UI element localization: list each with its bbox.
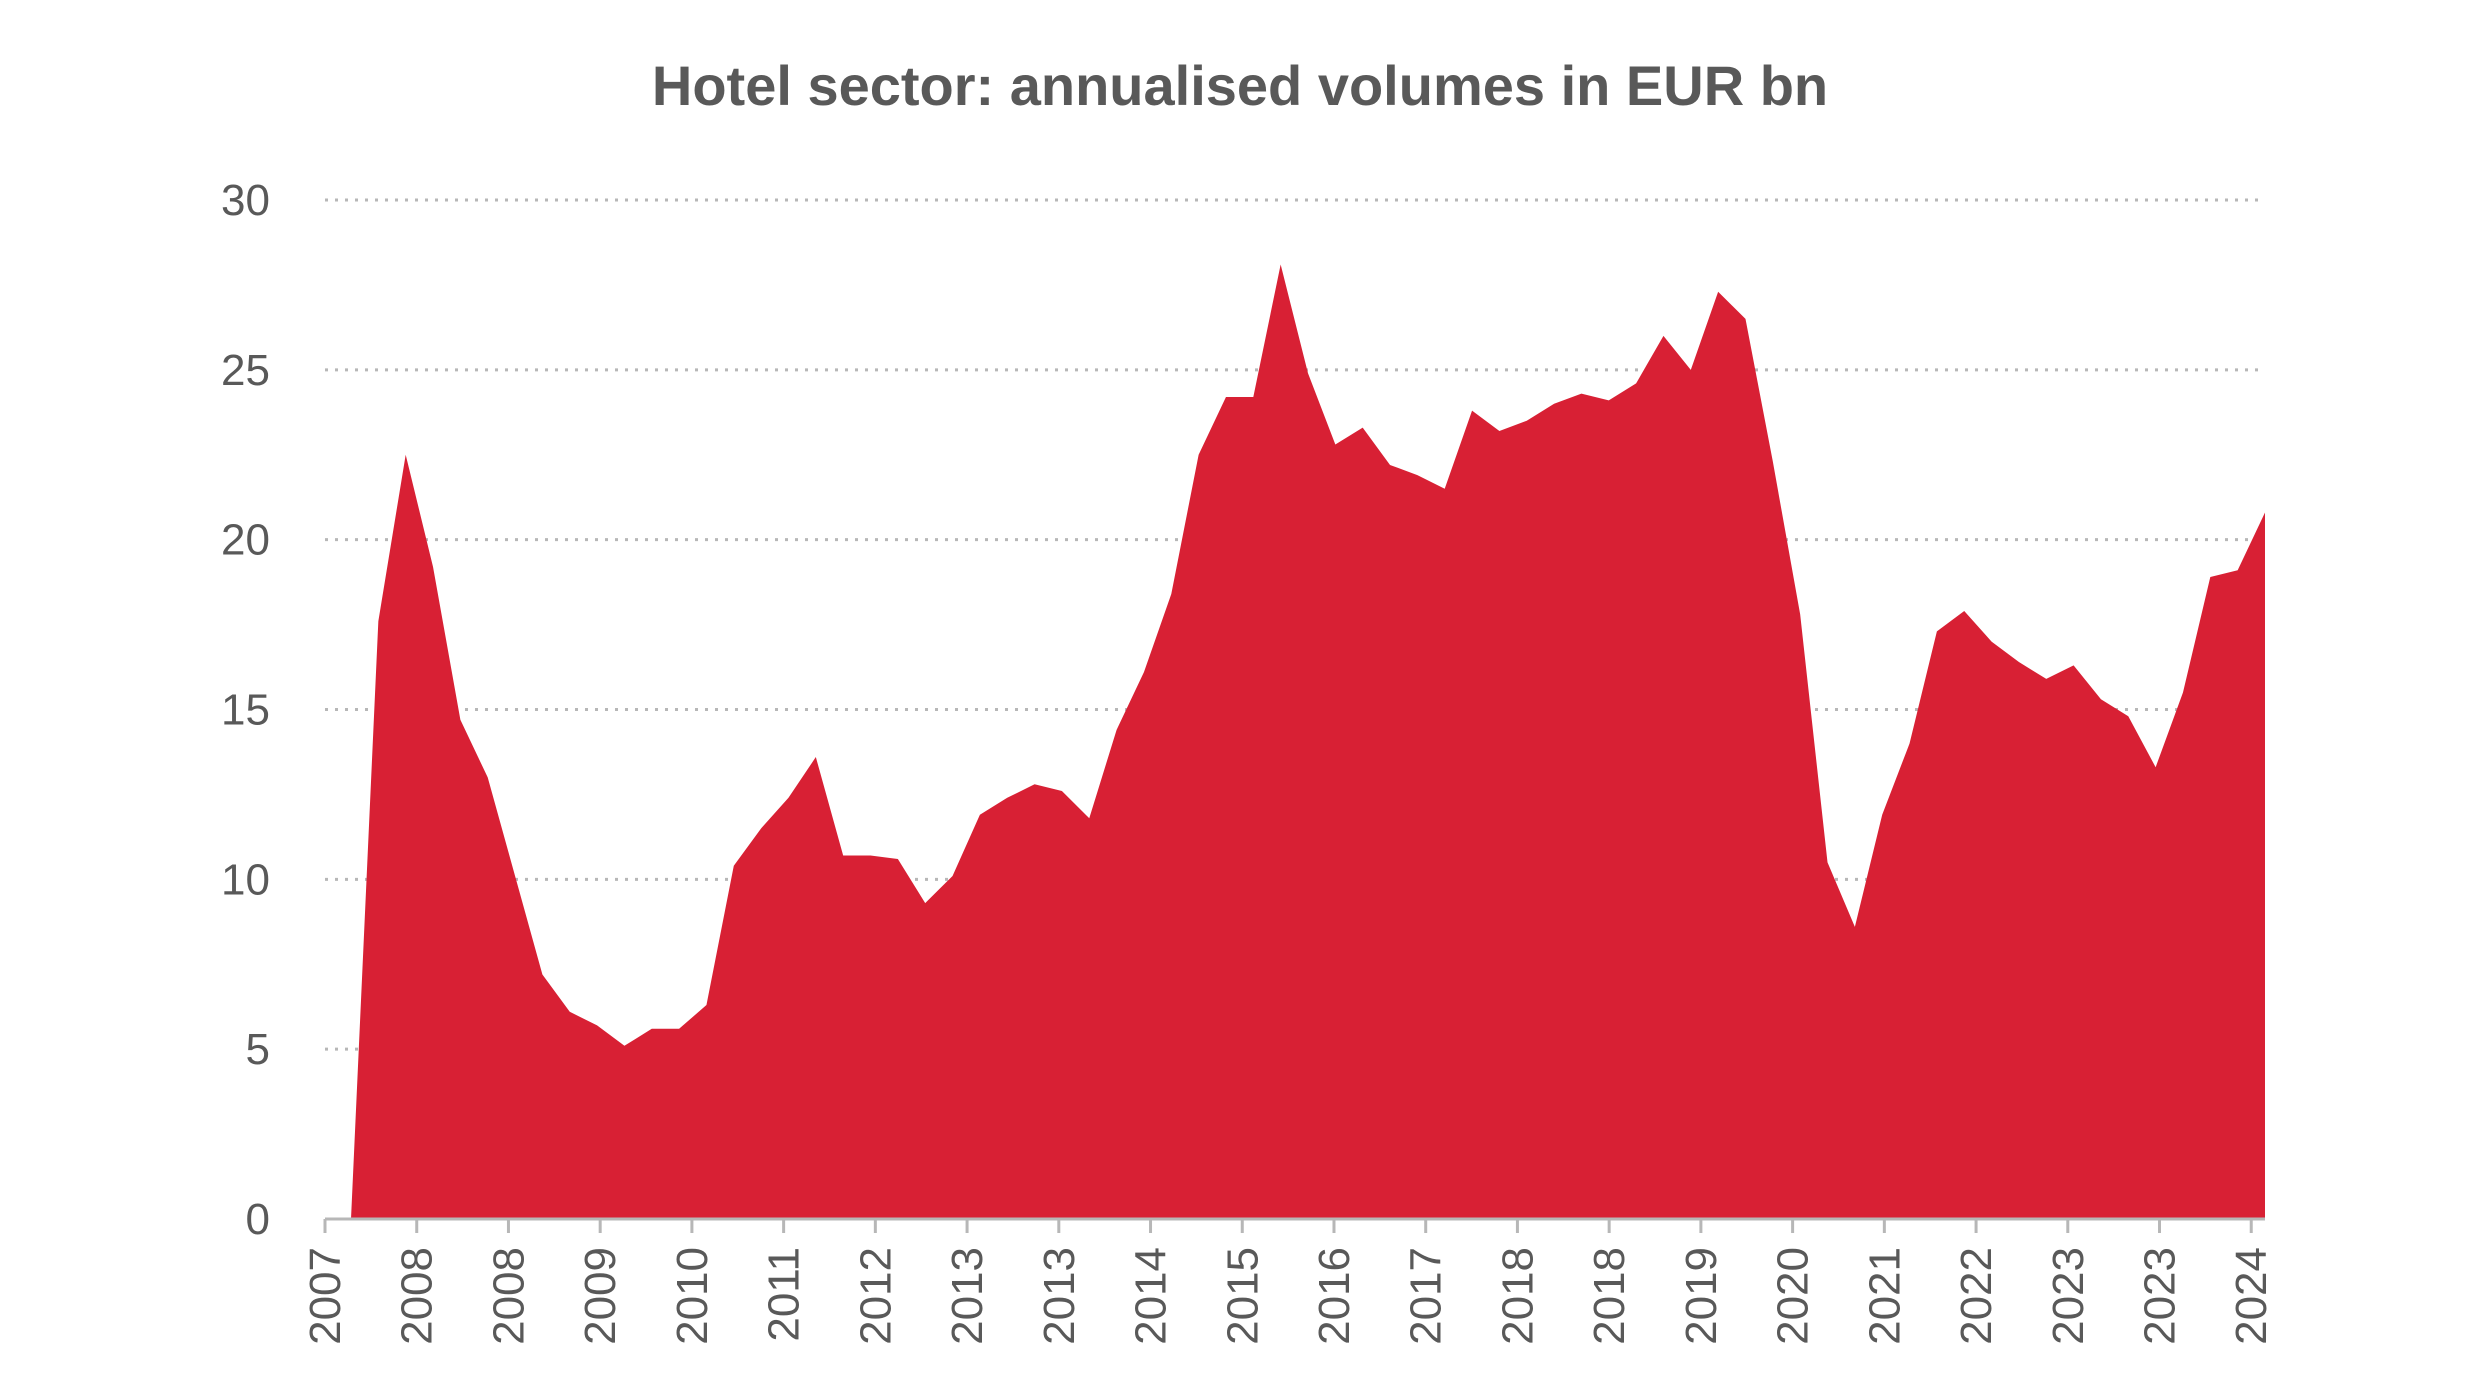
x-tick-label: 2007	[301, 1247, 350, 1345]
x-tick-label: 2012	[851, 1247, 900, 1345]
y-tick-label: 25	[221, 346, 270, 395]
x-tick-label: 2008	[393, 1247, 442, 1345]
x-tick-label: 2009	[576, 1247, 625, 1345]
plot-area	[351, 264, 2265, 1219]
x-tick-label: 2013	[1035, 1247, 1084, 1345]
y-tick-label: 5	[246, 1025, 270, 1074]
y-axis: 0 5 10 15 20 25 30	[221, 176, 270, 1244]
x-tick-label: 2019	[1677, 1247, 1726, 1345]
x-tick-label: 2015	[1218, 1247, 1267, 1345]
x-tick-label: 2018	[1585, 1247, 1634, 1345]
x-axis-labels: 2007 2008 2008 2009 2010 2011 2012 2013 2013 2014…	[301, 1247, 2276, 1345]
y-tick-label: 30	[221, 176, 270, 225]
chart-title: Hotel sector: annualised volumes in EUR …	[652, 54, 1828, 117]
x-tick-label: 2008	[484, 1247, 533, 1345]
x-tick-label: 2013	[943, 1247, 992, 1345]
y-tick-label: 15	[221, 686, 270, 735]
y-tick-label: 0	[246, 1195, 270, 1244]
x-tick-label: 2011	[760, 1247, 809, 1342]
x-tick-label: 2021	[1860, 1247, 1909, 1345]
x-tick-label: 2020	[1769, 1247, 1818, 1345]
area-series	[351, 264, 2265, 1219]
y-tick-label: 20	[221, 516, 270, 565]
x-axis	[323, 1217, 2265, 1233]
x-tick-label: 2014	[1127, 1247, 1176, 1345]
x-tick-label: 2018	[1493, 1247, 1542, 1345]
x-tick-label: 2024	[2227, 1247, 2276, 1345]
x-tick-label: 2023	[2136, 1247, 2185, 1345]
y-tick-label: 10	[221, 855, 270, 904]
x-tick-label: 2017	[1402, 1247, 1451, 1345]
x-tick-label: 2023	[2044, 1247, 2093, 1345]
x-tick-label: 2010	[668, 1247, 717, 1345]
x-tick-label: 2016	[1310, 1247, 1359, 1345]
x-tick-label: 2022	[1952, 1247, 2001, 1345]
